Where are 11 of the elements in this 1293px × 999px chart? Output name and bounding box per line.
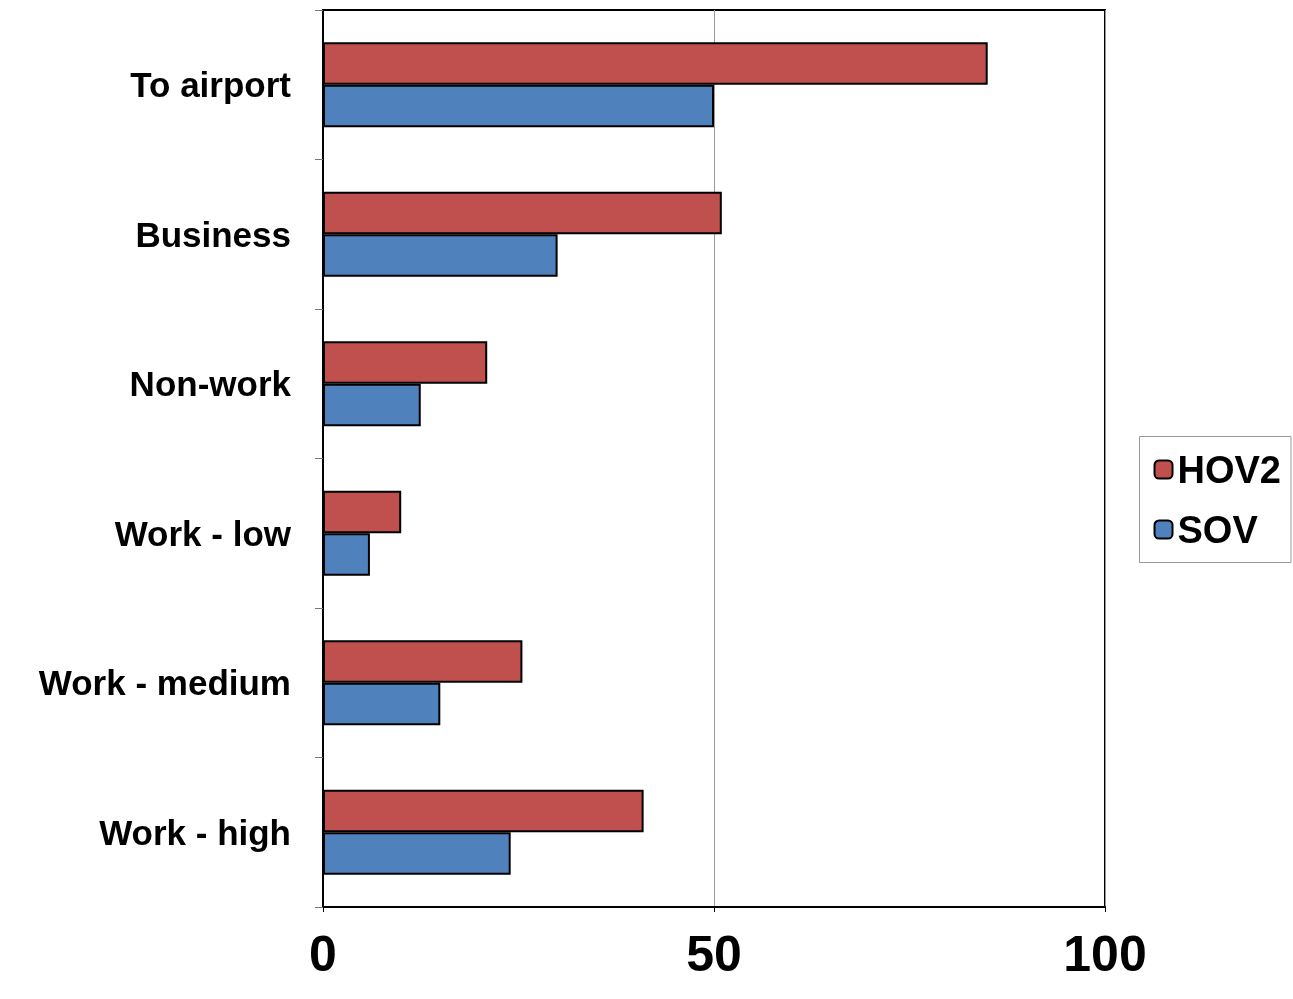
legend-label: SOV	[1177, 508, 1259, 551]
y-tick-label: Work - high	[99, 812, 291, 852]
x-tick-label: 50	[686, 926, 742, 982]
y-tick-label: Work - low	[114, 513, 292, 553]
y-tick-label: Business	[135, 214, 291, 254]
y-tick-label: To airport	[130, 65, 292, 105]
y-tick-label: Non-work	[129, 364, 292, 404]
legend-label: HOV2	[1177, 448, 1281, 491]
x-tick-label: 100	[1063, 926, 1147, 982]
y-tick-label: Work - medium	[38, 663, 291, 703]
x-tick-label: 0	[309, 926, 337, 982]
